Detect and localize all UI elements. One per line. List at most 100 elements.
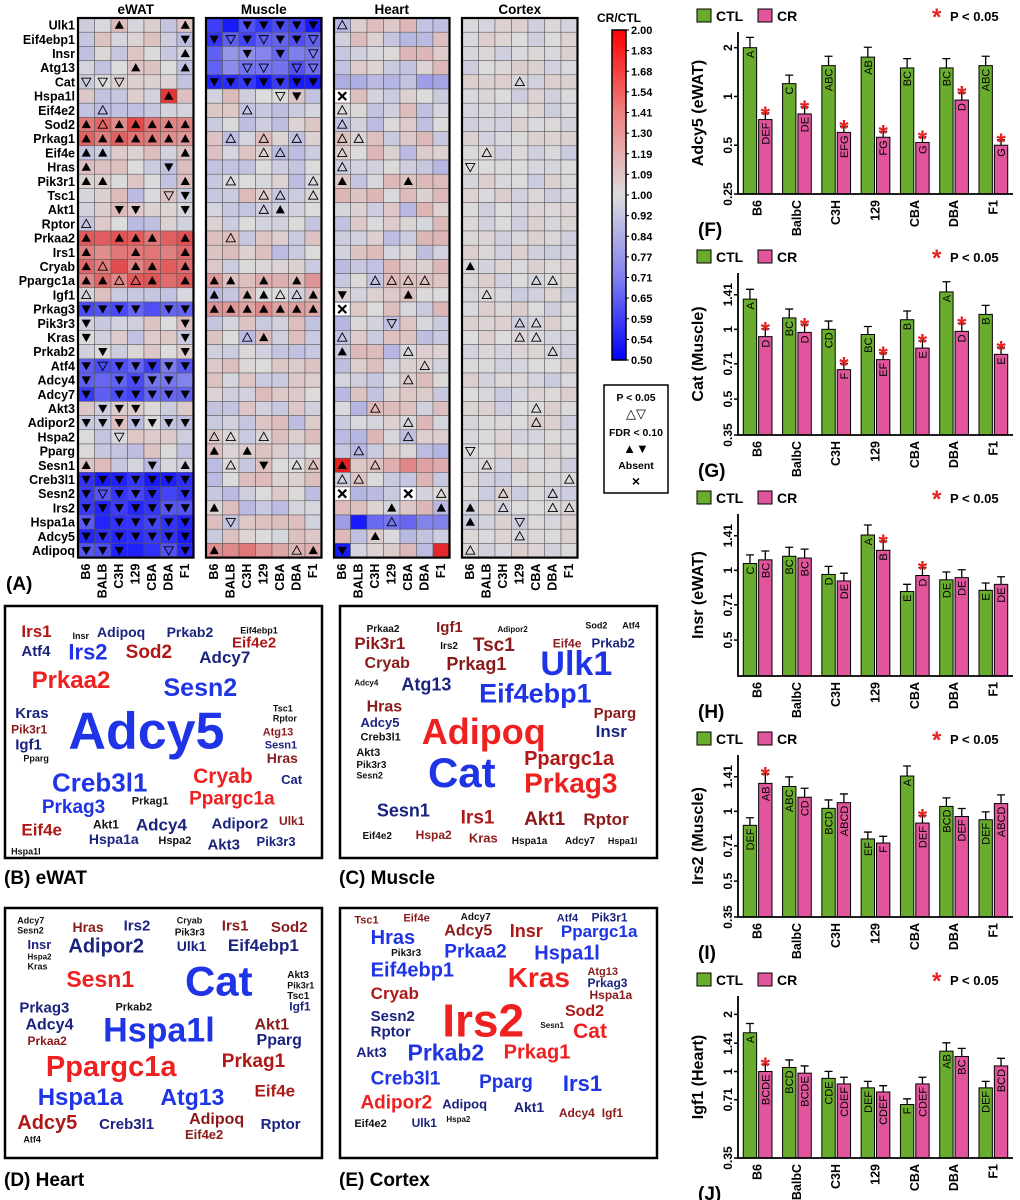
fdr-down-mark [164,362,174,371]
ctl-bar [899,319,915,436]
legend-swatch-ctl [696,972,712,987]
heat-cell [110,457,128,473]
group-letter: B [981,317,993,324]
group-letter: ABCD [996,807,1008,838]
group-letter: EF [863,842,875,856]
legend-ctl: CTL [716,731,744,747]
heat-cell [205,131,223,147]
heat-cell [461,173,479,189]
heat-cell [350,31,368,47]
heat-cell [560,188,578,203]
colorbar-tick: 1.83 [631,46,652,58]
heat-cell [110,244,128,260]
x-tick: B6 [751,200,765,216]
heat-cell [143,145,161,161]
heat-cell [205,17,223,33]
heat-cell [333,216,351,232]
cloud-word: Akt3 [207,836,240,853]
heat-cell [478,443,496,459]
cloud-word: Prkaa2 [27,1034,67,1048]
heat-cell [560,514,578,530]
heat-cell [416,173,434,189]
y-axis-label: Insr (eWAT) [690,551,707,639]
error-bar [957,91,966,101]
heat-cell [255,244,273,260]
fdr-up-mark [81,176,91,185]
heat-cell [143,17,161,33]
heat-cell [416,486,434,502]
p-down-mark [113,432,125,443]
heat-cell [94,60,112,76]
heat-cell [350,259,368,274]
heat-cell [416,287,434,303]
fdr-up-mark [308,545,318,555]
heat-cell [478,330,496,345]
error-bar [942,57,951,68]
cloud-word: Cat [185,957,253,1004]
p-up-mark [353,445,365,456]
heat-cell [127,102,145,118]
cloud-word: Adipoq [189,1111,244,1128]
heat-cell [432,117,450,132]
fdr-down-mark [180,305,190,314]
cloud-word: Akt1 [255,1017,290,1034]
cloud-word: Pik3r3 [257,834,296,849]
heat-cell [271,259,289,274]
legend-swatch-ctl [696,249,712,264]
heat-cell [160,145,178,161]
heat-cell [94,330,112,345]
p-up-mark [307,175,319,186]
heat-cell [333,443,351,459]
heat-cell [383,372,401,388]
p-up-mark [419,360,431,371]
fdr-down-mark [131,504,141,513]
y-tick: 0.71 [721,834,735,858]
heat-cell [304,415,322,431]
heat-cell [478,159,496,175]
heat-cell [205,159,223,175]
heat-cell [304,259,322,274]
cloud-word: Akt3 [356,1044,387,1060]
strain-label: 129 [257,564,271,585]
p-down-mark [113,77,125,88]
fdr-down-mark [292,35,302,44]
fdr-up-mark [259,332,269,342]
tissue-label: eWAT [118,2,155,17]
fdr-down-mark [180,532,190,541]
x-tick: CBA [908,682,922,709]
y-tick: 0.5 [721,631,735,648]
strain-label: F1 [434,564,448,579]
cloud-word: Cryab [193,765,253,788]
group-letter: BC [863,337,875,352]
fdr-up-mark [337,347,347,356]
fdr-down-mark [259,21,269,30]
group-letter: D [957,103,969,111]
heat-cell [160,259,178,274]
heat-cell [350,230,368,246]
heat-cell [255,443,273,459]
heat-cell [560,259,578,274]
fdr-down-mark [308,21,318,30]
heat-cell [333,259,351,274]
heat-cell [143,301,161,317]
heat-cell [366,386,384,402]
p-up-mark [514,530,526,541]
cloud-word: Sesn1 [265,739,297,751]
heat-cell [399,528,417,544]
x-tick: BalbC [790,682,804,718]
sig-star: * [996,336,1006,363]
svg-text:▲▼: ▲▼ [623,441,649,456]
gene-label: Irs2 [53,501,75,515]
heat-cell [416,386,434,402]
fdr-down-mark [147,490,157,499]
heat-cell [205,528,223,544]
cloud-word: Hspa1a [38,1084,124,1111]
x-tick: B6 [751,441,765,457]
cloud-word: Kras [469,830,498,845]
heat-cell [432,287,450,303]
heat-cell [222,159,240,175]
colorbar-tick: 0.65 [631,293,652,305]
group-letter: F [902,1107,914,1114]
error-bar [942,1042,951,1052]
